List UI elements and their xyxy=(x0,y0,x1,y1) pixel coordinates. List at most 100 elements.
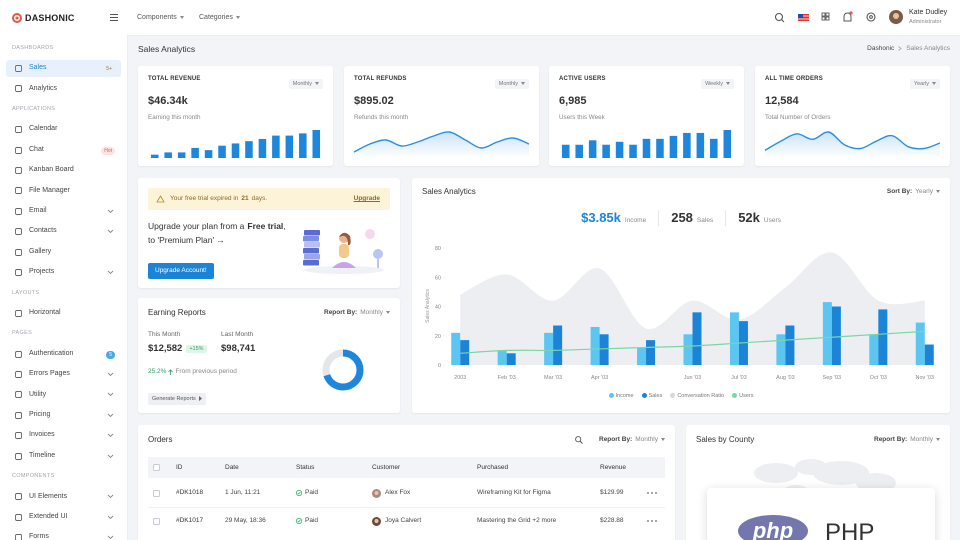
growth-line: 25.2% From previous period xyxy=(148,368,237,376)
bar xyxy=(637,347,647,365)
sidebar-item[interactable]: Analytics xyxy=(6,80,121,97)
logo-ring xyxy=(12,13,22,23)
sidebar-item[interactable]: Projects xyxy=(6,264,121,281)
sidebar-item[interactable]: Kanban Board xyxy=(6,162,121,179)
nav-menu[interactable]: Categories xyxy=(199,14,240,22)
sidebar-icon xyxy=(15,64,22,72)
button-label: Generate Reports xyxy=(152,395,196,402)
sidebar-label: Kanban Board xyxy=(29,166,74,174)
caret-icon xyxy=(386,311,390,315)
user-name[interactable]: Kate Dudley xyxy=(909,8,948,16)
sidebar-icon xyxy=(15,452,22,460)
alert-text-part: Your free trial expired in xyxy=(170,195,239,203)
upgrade-button[interactable]: Upgrade Account! xyxy=(148,263,214,279)
legend-item[interactable]: Users xyxy=(732,393,753,400)
spark-bar xyxy=(218,145,226,158)
sidebar-item[interactable]: Contacts xyxy=(6,223,121,240)
dot xyxy=(655,492,657,494)
checkbox[interactable] xyxy=(153,464,160,471)
spark-bar xyxy=(642,138,651,158)
logo-dot xyxy=(15,16,19,20)
sidebar-item[interactable]: UI Elements xyxy=(6,488,121,505)
bar xyxy=(878,309,888,365)
icon-shape xyxy=(15,432,22,440)
stat-value: $895.02 xyxy=(354,95,394,108)
icon-shape xyxy=(15,166,22,174)
sidebar-icon xyxy=(15,146,22,154)
sidebar-item[interactable]: Forms xyxy=(6,529,121,540)
logo-icon xyxy=(12,13,22,23)
summary-item: 258 Sales xyxy=(658,210,725,226)
legend-item[interactable]: Conversation Ratio xyxy=(670,393,724,400)
row-menu xyxy=(647,520,657,522)
breadcrumb-item[interactable]: Dashonic xyxy=(867,45,895,53)
sidebar-icon xyxy=(15,370,22,378)
heading-part: Upgrade your plan from a xyxy=(148,221,245,231)
sidebar-item[interactable]: Calendar xyxy=(6,121,121,138)
spark-bar xyxy=(602,144,610,158)
sidebar-item[interactable]: Authentication 5 xyxy=(6,346,121,363)
sidebar-item[interactable]: Timeline xyxy=(6,448,121,465)
chevron-icon xyxy=(107,372,114,377)
sort-dropdown[interactable]: Sort By: Yearly xyxy=(887,188,940,196)
chevron-icon xyxy=(107,433,114,438)
flag-canton xyxy=(798,14,803,18)
sidebar-item[interactable]: Gallery xyxy=(6,244,121,261)
alert-days: 21 xyxy=(241,195,249,203)
x-tick-label: Oct '03 xyxy=(870,375,887,381)
legend-item[interactable]: Income xyxy=(608,392,634,400)
period-dropdown[interactable]: Monthly xyxy=(288,78,323,90)
sidebar-item[interactable]: Sales 5+ xyxy=(6,59,121,77)
chevron xyxy=(107,229,114,234)
sidebar-item[interactable]: Extended UI xyxy=(6,509,121,526)
table-cell: Alex Fox xyxy=(385,489,411,497)
legend-marker xyxy=(732,393,738,399)
flag-icon xyxy=(798,14,809,21)
nav-menu[interactable]: Components xyxy=(137,14,184,22)
sidebar-item[interactable]: Pricing xyxy=(6,407,121,424)
report-dropdown[interactable]: Report By: Monthly xyxy=(874,436,940,444)
bar xyxy=(915,322,925,365)
bar xyxy=(785,325,795,365)
sidebar-section-title: PAGES xyxy=(12,330,33,337)
sidebar-icon xyxy=(15,187,22,195)
bell-icon xyxy=(843,12,852,22)
generate-button[interactable]: Generate Reports xyxy=(148,392,206,406)
sidebar-item[interactable]: Email xyxy=(6,203,121,220)
book xyxy=(304,230,320,236)
chevron xyxy=(107,270,114,275)
sidebar-icon xyxy=(15,85,22,93)
report-dropdown[interactable]: Report By: Monthly xyxy=(599,436,665,444)
chevron xyxy=(107,392,114,397)
sidebar-item[interactable]: Utility xyxy=(6,386,121,403)
sidebar-label: Projects xyxy=(29,268,55,276)
sidebar-item[interactable]: Horizontal xyxy=(6,305,121,322)
spark-bar xyxy=(669,135,678,158)
upgrade-heading: Upgrade your plan from a Free trial, to '… xyxy=(148,219,288,247)
sidebar-item[interactable]: Errors Pages xyxy=(6,366,121,383)
sidebar-label: File Manager xyxy=(29,186,70,194)
nav-label: Components xyxy=(137,13,177,21)
period-dropdown[interactable]: Yearly xyxy=(909,78,940,90)
sidebar-item[interactable]: Chat Hot xyxy=(6,142,121,159)
period-dropdown[interactable]: Monthly xyxy=(494,78,529,90)
table-cell: Wireframing Kit for Figma xyxy=(477,489,551,497)
dot xyxy=(647,520,649,522)
caret-icon xyxy=(315,82,319,86)
spark-bar xyxy=(588,140,597,158)
sidebar-item[interactable]: Invoices xyxy=(6,427,121,444)
settings-core xyxy=(869,15,873,19)
report-dropdown[interactable]: Report By: Monthly xyxy=(324,309,390,317)
period-dropdown[interactable]: Weekly xyxy=(701,78,734,90)
checkbox[interactable] xyxy=(153,489,160,497)
y-tick-label: 0 xyxy=(438,363,441,369)
spark-bar xyxy=(164,152,172,158)
icon-shape xyxy=(15,228,22,236)
legend-item[interactable]: Sales xyxy=(641,393,662,400)
upgrade-link[interactable]: Upgrade xyxy=(353,195,380,203)
legend-label: Income xyxy=(615,392,634,399)
table-cell: #DK1017 xyxy=(176,517,204,525)
sidebar-item[interactable]: File Manager xyxy=(6,182,121,199)
checkbox[interactable] xyxy=(153,517,160,525)
